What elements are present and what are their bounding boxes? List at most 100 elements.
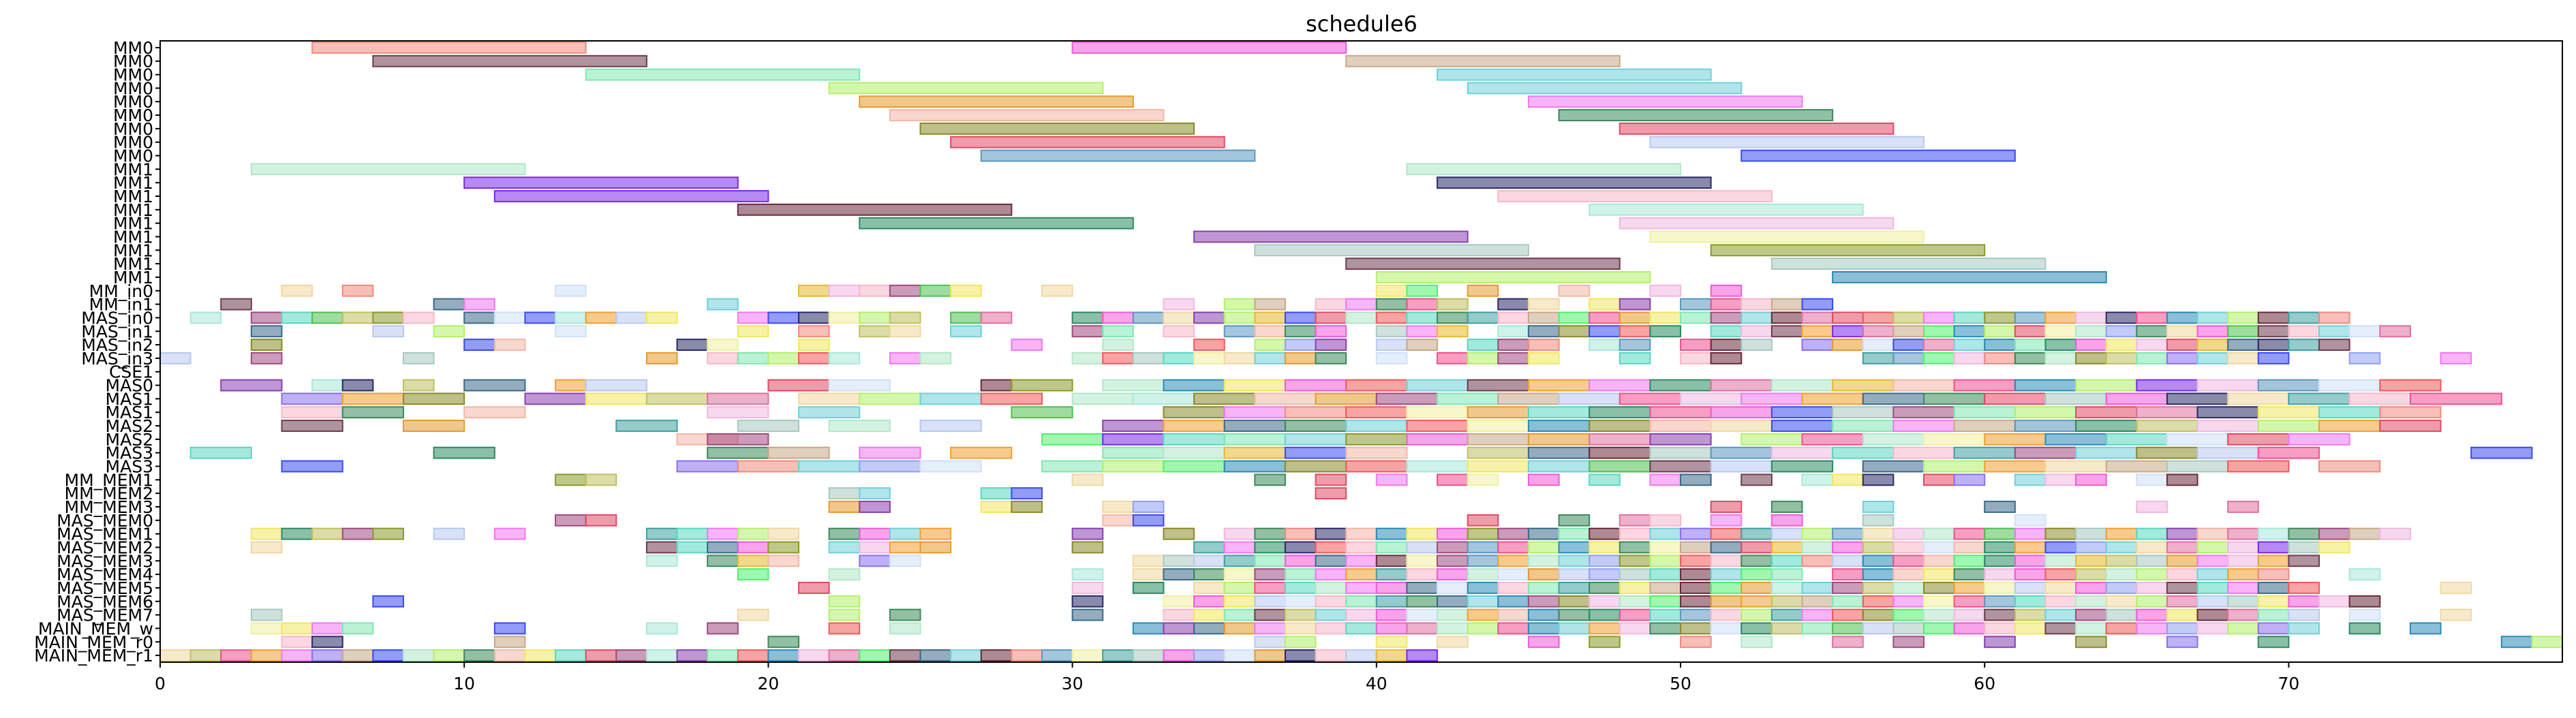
schedule-bar	[1345, 54, 1621, 67]
schedule-bar	[2288, 622, 2320, 635]
schedule-bar	[1345, 406, 1408, 419]
schedule-bar	[2075, 582, 2107, 594]
schedule-bar	[737, 527, 769, 540]
schedule-bar	[2075, 568, 2107, 581]
schedule-bar	[341, 649, 374, 662]
schedule-bar	[2379, 406, 2442, 419]
schedule-bar	[1467, 595, 1499, 608]
schedule-bar	[707, 406, 769, 419]
schedule-bar	[1984, 460, 2046, 473]
schedule-bar	[1527, 325, 1560, 338]
schedule-bar	[1163, 568, 1195, 581]
schedule-bar	[1375, 636, 1408, 649]
schedule-bar	[2105, 325, 2138, 338]
schedule-bar	[2166, 473, 2198, 486]
schedule-bar	[2288, 392, 2350, 405]
schedule-bar	[1193, 392, 1256, 405]
schedule-bar	[1223, 446, 1286, 459]
schedule-bar	[1406, 433, 1469, 446]
schedule-bar	[2166, 527, 2198, 540]
schedule-bar	[1680, 298, 1712, 311]
y-tick-label: MM1	[113, 159, 153, 179]
x-tick-label: 40	[1366, 674, 1387, 693]
schedule-bar	[311, 527, 343, 540]
schedule-bar	[615, 420, 678, 432]
schedule-bar	[1832, 527, 1864, 540]
schedule-bar	[250, 649, 283, 662]
schedule-bar	[828, 649, 861, 662]
schedule-bar	[1589, 595, 1621, 608]
schedule-bar	[1558, 582, 1591, 594]
schedule-bar	[2288, 582, 2320, 594]
schedule-bar	[1862, 473, 1895, 486]
schedule-bar	[1801, 622, 1834, 635]
schedule-bar	[2227, 595, 2259, 608]
schedule-bar	[2166, 608, 2198, 621]
schedule-bar	[2014, 325, 2046, 338]
schedule-bar	[1193, 555, 1225, 567]
schedule-bar	[2257, 406, 2320, 419]
schedule-bar	[1102, 460, 1165, 473]
schedule-bar	[1710, 460, 1773, 473]
schedule-bar	[1741, 339, 1773, 352]
schedule-bar	[433, 446, 495, 459]
schedule-bar	[1741, 392, 1803, 405]
y-tick-label: MM0	[113, 65, 153, 85]
schedule-bar	[1558, 622, 1591, 635]
schedule-bar	[281, 392, 343, 405]
schedule-bar	[1984, 325, 2016, 338]
schedule-bar	[1558, 392, 1621, 405]
schedule-bar	[859, 325, 891, 338]
schedule-bar	[889, 311, 921, 324]
schedule-bar	[1589, 420, 1651, 432]
schedule-bar	[2440, 608, 2472, 621]
schedule-bar	[1467, 82, 1743, 95]
schedule-bar	[1223, 406, 1286, 419]
schedule-bar	[1589, 325, 1621, 338]
schedule-bar	[1680, 582, 1712, 594]
schedule-bar	[1254, 541, 1286, 554]
schedule-bar	[1862, 622, 1895, 635]
schedule-bar	[2257, 311, 2290, 324]
schedule-bar	[1315, 568, 1347, 581]
schedule-bar	[798, 460, 861, 473]
schedule-bar	[1193, 608, 1225, 621]
schedule-bar	[2075, 473, 2107, 486]
schedule-bar	[1223, 298, 1256, 311]
schedule-bar	[1801, 325, 1834, 338]
y-tick-label: MM_in1	[89, 295, 153, 315]
schedule-bar	[1041, 433, 1104, 446]
schedule-bar	[1558, 555, 1591, 567]
schedule-bar	[1710, 527, 1743, 540]
schedule-bar	[1437, 176, 1712, 189]
schedule-bar	[555, 379, 587, 392]
schedule-bar	[1406, 582, 1439, 594]
schedule-bar	[645, 352, 678, 364]
schedule-bar	[1619, 311, 1651, 324]
schedule-bar	[2044, 325, 2077, 338]
schedule-bar	[1284, 433, 1347, 446]
schedule-bar	[1770, 608, 1803, 621]
schedule-bar	[1375, 541, 1408, 554]
schedule-bar	[1892, 555, 1925, 567]
schedule-bar	[2227, 392, 2290, 405]
schedule-bar	[1223, 622, 1256, 635]
chart-title: schedule6	[1306, 11, 1417, 37]
schedule-bar	[1345, 460, 1408, 473]
schedule-bar	[1801, 555, 1834, 567]
schedule-bar	[798, 311, 830, 324]
schedule-bar	[1315, 595, 1347, 608]
schedule-bar	[1527, 582, 1560, 594]
schedule-bar	[859, 95, 1134, 108]
schedule-bar	[1619, 622, 1651, 635]
schedule-bar	[2409, 392, 2502, 405]
schedule-bar	[2440, 582, 2472, 594]
schedule-bar	[1710, 622, 1743, 635]
schedule-bar	[1770, 298, 1803, 311]
schedule-bar	[1223, 595, 1256, 608]
schedule-bar	[1467, 284, 1499, 297]
y-tick-label: MAS_in2	[81, 335, 153, 355]
schedule-bar	[1223, 568, 1256, 581]
schedule-bar	[2166, 339, 2198, 352]
schedule-bar	[2257, 608, 2290, 621]
